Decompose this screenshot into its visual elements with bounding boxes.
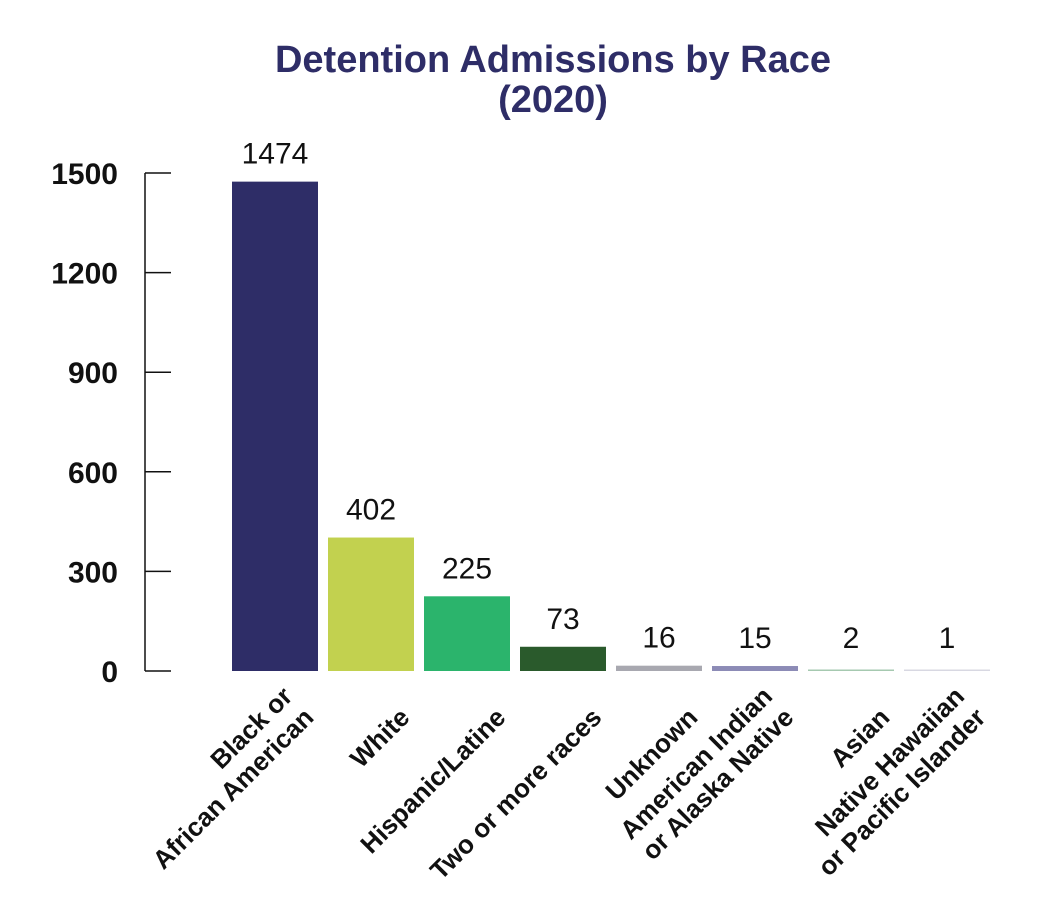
category-label-line: Two or more races <box>424 702 607 885</box>
bar <box>904 669 990 671</box>
data-label: 225 <box>442 552 492 585</box>
y-tick-label: 900 <box>68 357 118 390</box>
y-tick-label: 600 <box>68 457 118 490</box>
y-tick-label: 0 <box>101 656 118 689</box>
data-label: 15 <box>738 622 771 655</box>
data-label: 73 <box>546 603 579 636</box>
chart-title-line-2: (2020) <box>498 79 608 121</box>
data-labels: 1474 402 225 73 16 15 2 1 <box>242 138 956 655</box>
y-tick-label: 1200 <box>51 258 118 291</box>
category-label-line: White <box>344 702 415 773</box>
data-label: 402 <box>346 494 396 527</box>
y-tick-label: 300 <box>68 556 118 589</box>
bar <box>712 666 798 671</box>
y-tick-label: 1500 <box>51 158 118 191</box>
bar-series <box>232 181 990 671</box>
category-label: White <box>344 702 415 773</box>
bar <box>328 537 414 671</box>
y-axis: 0 300 600 900 1200 1500 <box>51 158 171 689</box>
bar <box>424 596 510 671</box>
bar <box>520 646 606 671</box>
bar <box>232 181 318 671</box>
data-label: 1474 <box>242 138 309 171</box>
data-label: 2 <box>843 622 860 655</box>
bar <box>808 669 894 671</box>
chart-title-line-1: Detention Admissions by Race <box>275 39 831 81</box>
category-label: Two or more races <box>424 702 607 885</box>
bar <box>616 665 702 671</box>
data-label: 16 <box>642 622 675 655</box>
data-label: 1 <box>939 622 956 655</box>
